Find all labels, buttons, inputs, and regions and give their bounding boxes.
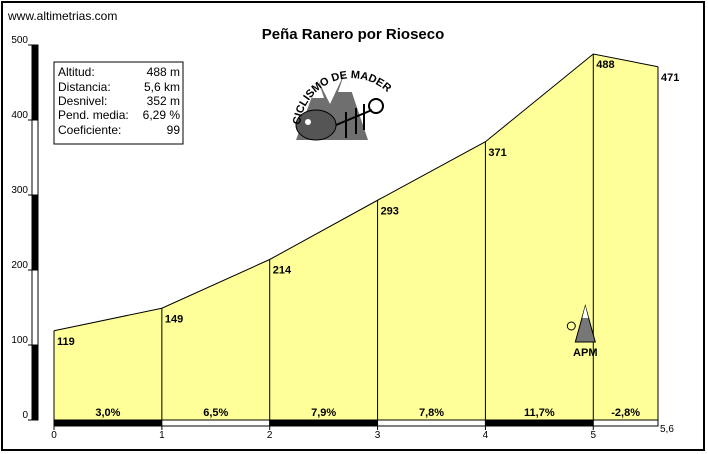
fishbone-icon [335, 104, 373, 138]
x-axis-band [484, 419, 594, 427]
y-axis-band [31, 269, 39, 346]
gradient-label: 7,8% [419, 407, 444, 419]
x-axis-band [377, 419, 486, 427]
stats-box: Altitud: 488 m Distancia: 5,6 km Desnive… [53, 61, 184, 145]
stats-box-border [53, 61, 184, 145]
y-axis-band [31, 44, 39, 121]
altitude-label: 488 [596, 59, 614, 71]
stat-value: 99 [167, 123, 181, 137]
gradient-label: 7,9% [311, 407, 336, 419]
stat-label: Distancia: [58, 80, 111, 94]
site-url: www.altimetrias.com [7, 9, 117, 23]
peak-marker-icon [574, 304, 596, 343]
peak-snow-icon [582, 306, 589, 318]
cyclist-icon [566, 321, 576, 331]
y-axis-band [31, 194, 39, 271]
chart-title: Peña Ranero por Rioseco [262, 26, 445, 43]
x-tick-label: 1 [159, 430, 165, 441]
peak-marker-label: APM [573, 347, 597, 359]
mountain-snow-icon [338, 72, 352, 92]
altitude-label: 471 [661, 72, 679, 84]
x-tick-label: 3 [375, 430, 381, 441]
gradient-label: 11,7% [524, 407, 555, 419]
y-tick-label: 100 [11, 335, 28, 346]
x-axis-band [592, 419, 659, 427]
x-axis-band [161, 419, 271, 427]
gradient-label: 3,0% [95, 407, 120, 419]
stat-value: 352 m [147, 94, 180, 108]
x-end-label: 5,6 [660, 424, 674, 435]
stat-label: Pend. media: [58, 108, 129, 122]
y-tick-label: 0 [22, 410, 28, 421]
y-axis-band [31, 344, 39, 421]
stat-value: 6,29 % [143, 108, 181, 122]
profile-layer: 0 100 200 300 400 500 0 1 2 3 4 5 5,6 3,0% 6,5% 7,9% 7,8… [11, 35, 679, 441]
mountain-snow-icon [312, 80, 324, 98]
stat-label: Altitud: [58, 65, 95, 79]
stat-label: Desnivel: [58, 94, 107, 108]
gradient-label: -2,8% [611, 407, 640, 419]
x-tick-label: 5 [591, 430, 597, 441]
y-axis-band [31, 119, 39, 196]
altitude-label: 149 [165, 313, 183, 325]
stat-label: Coeficiente: [58, 123, 121, 137]
x-axis-band [269, 419, 379, 427]
stat-value: 5,6 km [144, 80, 180, 94]
x-tick-label: 0 [51, 430, 57, 441]
altitude-label: 371 [488, 147, 506, 159]
x-axis-band [53, 419, 163, 427]
altitude-label: 293 [381, 205, 399, 217]
gradient-label: 6,5% [203, 407, 228, 419]
profile-area [54, 54, 658, 420]
stat-value: 488 m [147, 65, 180, 79]
altitude-label: 119 [57, 336, 75, 348]
y-tick-label: 300 [11, 185, 28, 196]
altitude-label: 214 [273, 265, 292, 277]
y-tick-label: 500 [11, 35, 28, 46]
x-tick-label: 4 [483, 430, 489, 441]
x-tick-label: 2 [267, 430, 273, 441]
y-tick-label: 400 [11, 110, 28, 121]
y-tick-label: 200 [11, 260, 28, 271]
